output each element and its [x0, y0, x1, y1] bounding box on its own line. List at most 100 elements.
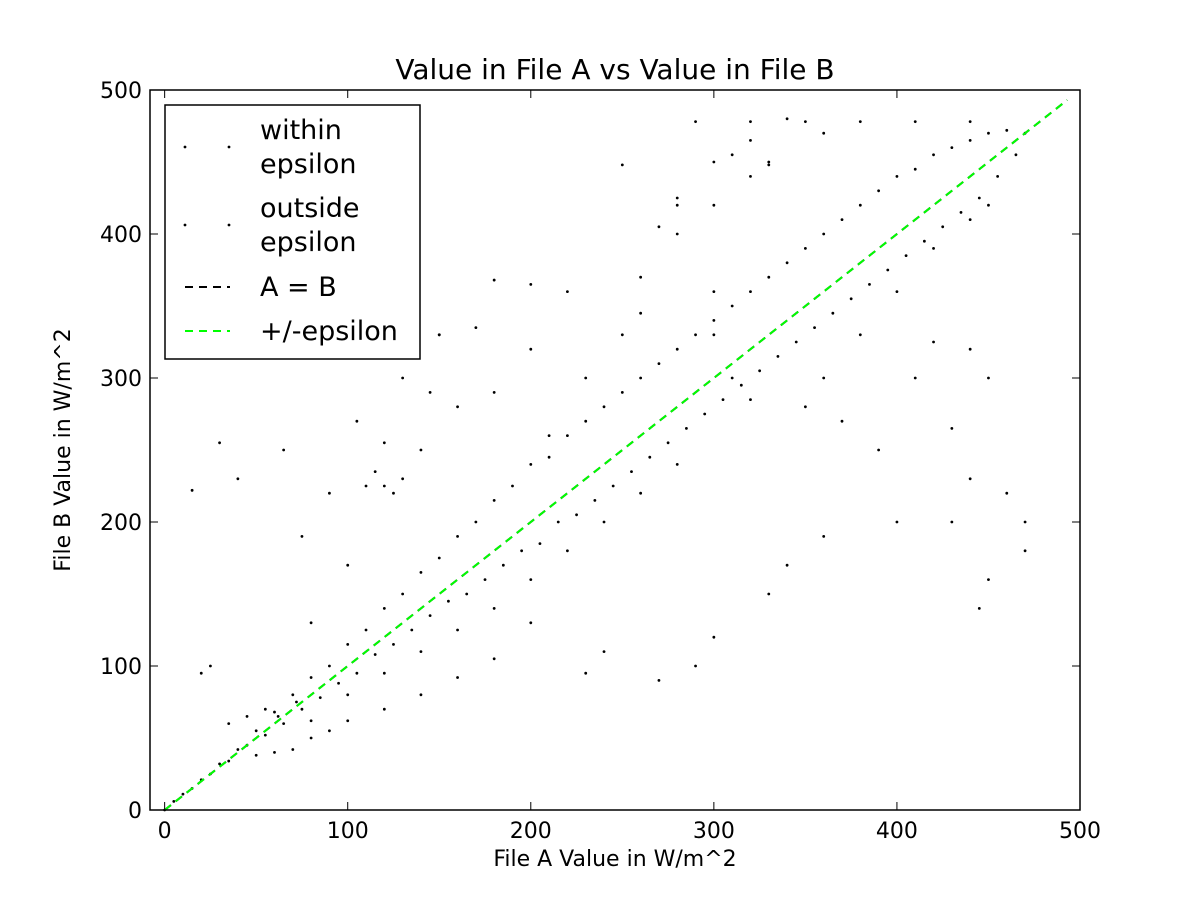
scatter-point [932, 247, 935, 250]
scatter-point [584, 376, 588, 380]
scatter-point [328, 664, 331, 668]
scatter-point [236, 477, 240, 481]
scatter-point [968, 120, 972, 124]
y-axis-ticks: 0 100 200 300 400 500 [100, 79, 1080, 824]
scatter-point [364, 484, 368, 488]
scatter-point [767, 592, 771, 596]
scatter-point [712, 160, 716, 164]
scatter-point [355, 671, 359, 675]
scatter-point [529, 283, 533, 286]
scatter-point [822, 131, 826, 135]
scatter-point [584, 671, 588, 675]
scatter-point [566, 290, 569, 293]
legend-marker-dot [183, 223, 187, 227]
scatter-point [749, 290, 752, 293]
scatter-point [529, 621, 533, 625]
scatter-point [382, 671, 386, 675]
scatter-point [291, 748, 295, 751]
scatter-point [236, 748, 240, 751]
scatter-point [566, 549, 569, 553]
legend-marker-dot [227, 145, 231, 149]
legend-item: A = B [185, 272, 337, 303]
scatter-point [547, 434, 551, 437]
scatter-point [419, 571, 423, 574]
scatter-point [858, 120, 862, 124]
scatter-point [767, 160, 771, 164]
scatter-point [309, 676, 313, 679]
scatter-point [685, 427, 688, 430]
scatter-point [300, 707, 304, 711]
scatter-point [749, 175, 752, 178]
x-tick-label: 0 [158, 819, 172, 844]
scatter-point [977, 196, 981, 200]
scatter-point [749, 120, 752, 124]
scatter-point [501, 563, 505, 567]
scatter-point [218, 441, 221, 445]
x-axis-label: File A Value in W/m^2 [493, 847, 736, 872]
scatter-point [492, 499, 496, 502]
scatter-point [373, 470, 377, 473]
scatter-point [712, 290, 716, 293]
scatter-point [401, 592, 405, 596]
scatter-point [831, 311, 835, 315]
scatter-point [749, 398, 752, 401]
scatter-point [639, 491, 643, 495]
legend-label: +/-epsilon [260, 316, 398, 347]
scatter-point [529, 463, 533, 466]
scatter-point [758, 369, 762, 373]
scatter-point [895, 290, 899, 293]
scatter-point [392, 643, 395, 646]
scatter-point [318, 696, 322, 700]
scatter-point [895, 175, 899, 178]
scatter-point [813, 326, 816, 329]
scatter-point [428, 391, 432, 394]
x-tick-label: 200 [510, 819, 552, 844]
scatter-point [639, 376, 643, 380]
x-axis-ticks: 0 100 200 300 400 500 [158, 90, 1101, 844]
scatter-point [447, 599, 450, 603]
legend-marker-dot [227, 223, 231, 227]
legend-box [164, 104, 421, 360]
scatter-point [282, 448, 286, 452]
scatter-point [456, 405, 459, 409]
scatter-point [1023, 549, 1027, 553]
scatter-point [437, 333, 441, 337]
scatter-point [630, 470, 633, 473]
scatter-point [657, 225, 661, 229]
scatter-point [877, 189, 881, 193]
scatter-point [309, 736, 313, 740]
scatter-point [794, 340, 798, 344]
scatter-point [190, 488, 194, 492]
scatter-point [968, 139, 972, 142]
scatter-point [987, 578, 990, 581]
scatter-point [858, 203, 862, 207]
scatter-point [456, 628, 459, 632]
scatter-point [749, 139, 752, 142]
scatter-point [1023, 520, 1027, 524]
scatter-point [959, 211, 963, 214]
scatter-point [538, 542, 542, 545]
scatter-point [456, 676, 459, 679]
scatter-point [227, 722, 231, 725]
y-tick-label: 500 [100, 79, 142, 104]
scatter-point [602, 650, 606, 653]
scatter-point [657, 362, 661, 365]
scatter-point [868, 283, 871, 286]
scatter-point [822, 376, 826, 380]
legend-label: within [260, 115, 342, 146]
scatter-point [209, 664, 212, 668]
scatter-point [803, 247, 807, 250]
scatter-point [291, 693, 295, 697]
scatter-point [694, 664, 697, 668]
scatter-point [785, 117, 789, 121]
x-tick-label: 100 [327, 819, 369, 844]
scatter-point [950, 520, 954, 524]
scatter-point [776, 355, 780, 358]
scatter-point [529, 347, 533, 351]
scatter-point [309, 621, 313, 625]
scatter-point [932, 340, 935, 344]
scatter-point [492, 657, 496, 661]
y-tick-label: 200 [100, 511, 142, 536]
scatter-point [987, 203, 990, 207]
